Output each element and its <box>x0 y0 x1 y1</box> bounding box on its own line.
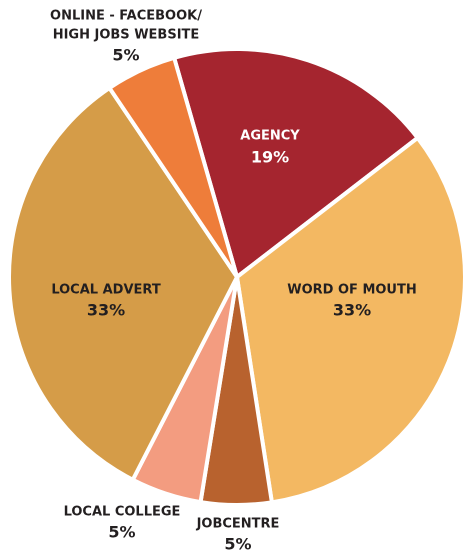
value-label: 19% <box>251 148 289 167</box>
value-label: 33% <box>87 301 125 320</box>
slice-label: HIGH JOBS WEBSITE <box>53 28 200 43</box>
value-label: 5% <box>112 46 139 65</box>
slice-label: WORD OF MOUTH <box>287 283 416 298</box>
slice-label: ONLINE - FACEBOOK/ <box>50 9 202 24</box>
slice-label: LOCAL ADVERT <box>51 283 161 298</box>
pie-slice <box>107 55 239 279</box>
pie-slice <box>7 85 239 482</box>
value-label: 33% <box>333 301 371 320</box>
value-label: 5% <box>108 523 135 542</box>
pie-slice <box>172 47 420 279</box>
slice-label: AGENCY <box>240 129 300 144</box>
slice-label: JOBCENTRE <box>196 517 280 532</box>
value-label: 5% <box>224 535 251 554</box>
slice-label: LOCAL COLLEGE <box>64 505 181 520</box>
pie-slice <box>235 135 467 505</box>
